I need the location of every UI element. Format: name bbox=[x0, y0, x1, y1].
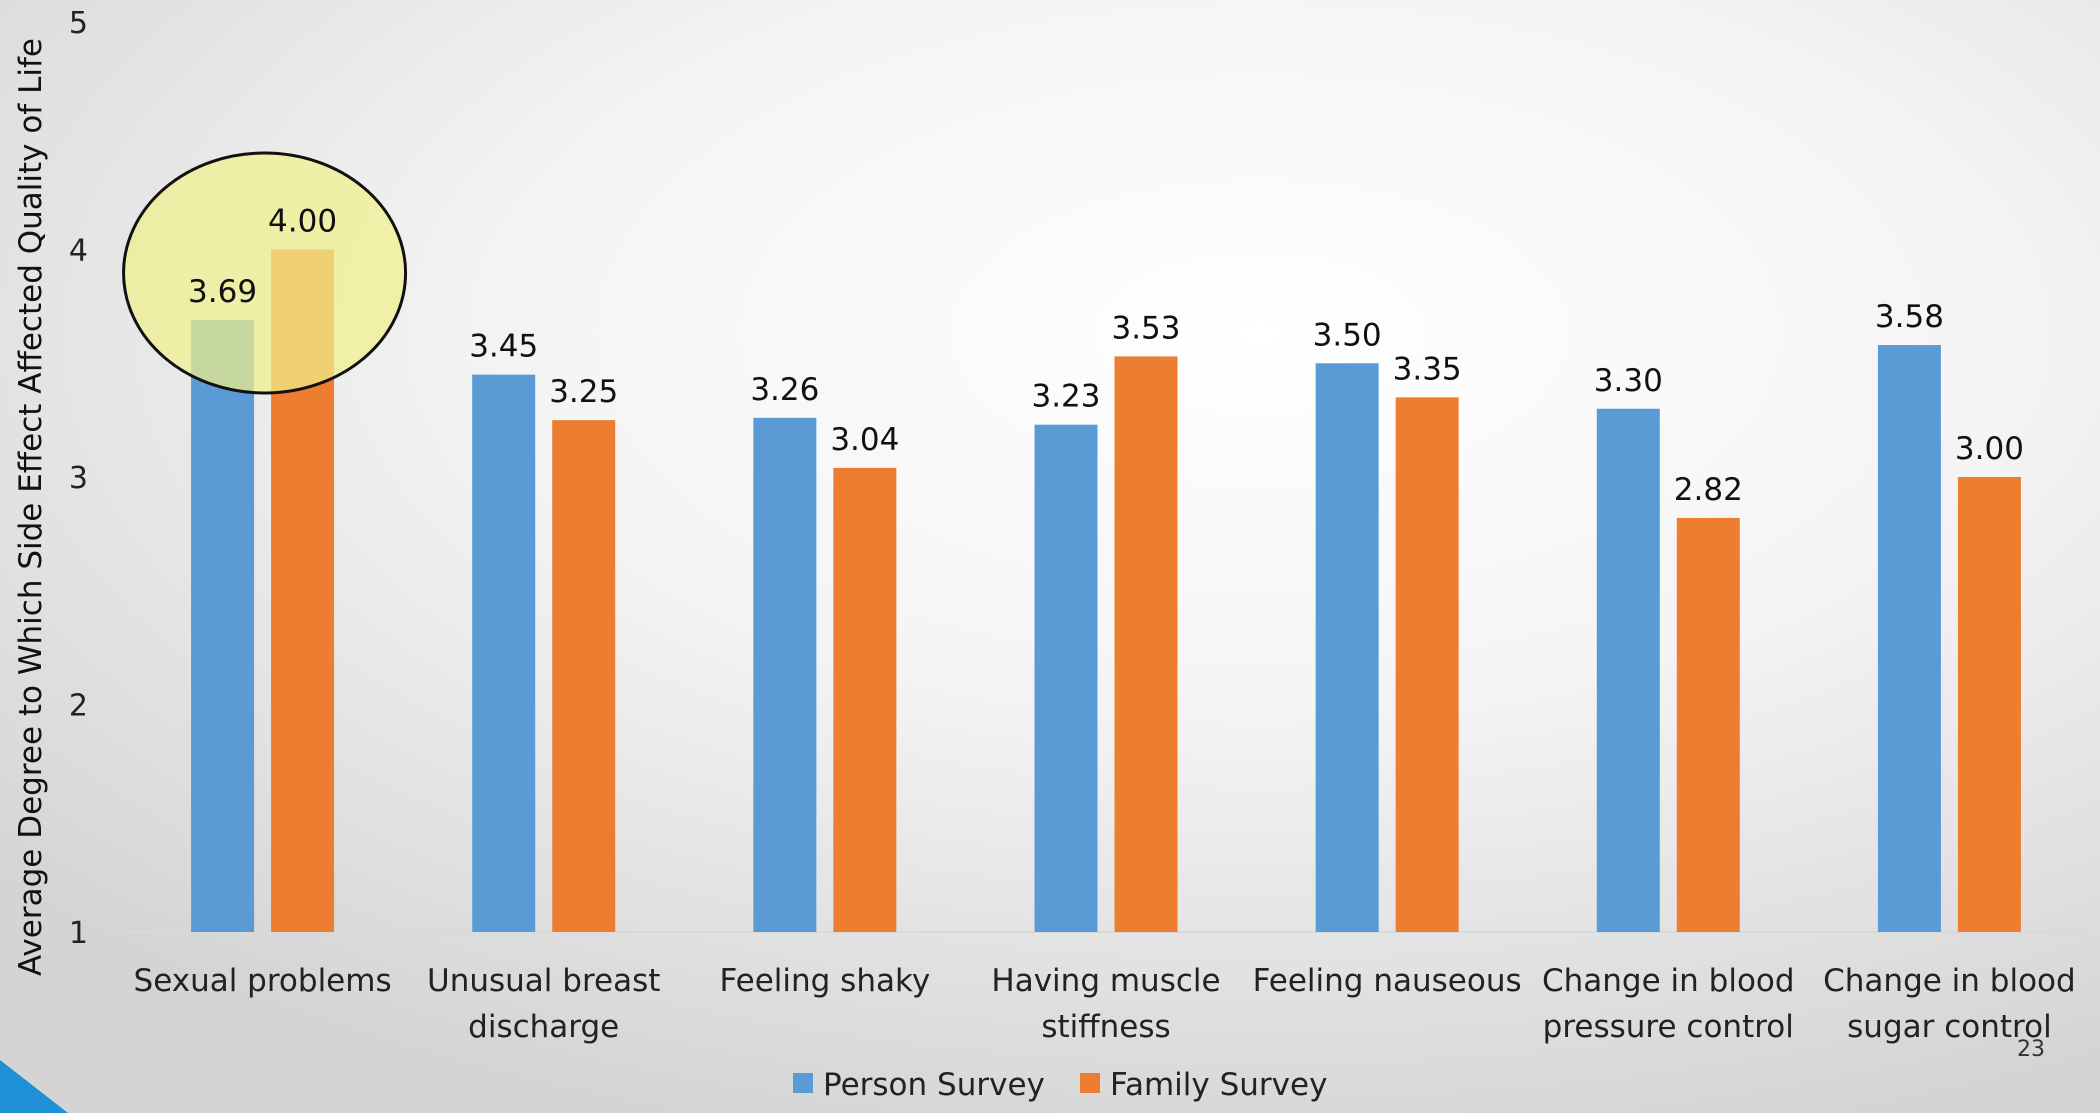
y-axis-title: Average Degree to Which Side Effect Affe… bbox=[13, 38, 49, 976]
data-label: 3.23 bbox=[1031, 379, 1100, 415]
y-tick-label: 2 bbox=[69, 689, 88, 724]
legend-label: Person Survey bbox=[823, 1067, 1045, 1103]
y-tick-label: 1 bbox=[69, 916, 88, 951]
bar-family-survey bbox=[833, 467, 897, 932]
slide-number: 23 bbox=[2017, 1037, 2045, 1062]
category-label: Change in blood bbox=[1542, 963, 1795, 999]
data-label: 3.58 bbox=[1875, 299, 1944, 335]
category-label: pressure control bbox=[1543, 1009, 1794, 1045]
data-label: 3.50 bbox=[1313, 317, 1382, 353]
data-label: 2.82 bbox=[1674, 472, 1743, 508]
category-label: Sexual problems bbox=[134, 963, 392, 999]
y-axis-ticks: 1 2 3 4 5 bbox=[69, 6, 88, 951]
category-label: stiffness bbox=[1041, 1009, 1170, 1045]
category-label: discharge bbox=[468, 1009, 619, 1045]
bar-family-survey bbox=[1114, 356, 1178, 932]
category-label: Change in blood bbox=[1823, 963, 2076, 999]
data-label: 3.00 bbox=[1955, 431, 2024, 467]
data-label: 3.69 bbox=[188, 274, 257, 310]
bar-family-survey bbox=[1676, 517, 1740, 932]
y-tick-label: 4 bbox=[69, 234, 88, 269]
data-label: 3.04 bbox=[830, 422, 899, 458]
data-label: 3.45 bbox=[469, 329, 538, 365]
legend-swatch bbox=[793, 1073, 813, 1093]
data-labels: 3.69 4.00 3.45 3.25 3.26 3.04 3.23 3.53 3.50 3.35… bbox=[188, 204, 2024, 508]
legend-swatch bbox=[1080, 1073, 1100, 1093]
legend: Person Survey Family Survey bbox=[793, 1067, 1327, 1103]
category-label: Having muscle bbox=[991, 963, 1220, 999]
category-label: Feeling nauseous bbox=[1253, 963, 1522, 999]
bar-person-survey bbox=[472, 374, 536, 932]
bars bbox=[191, 249, 2021, 933]
category-label: sugar control bbox=[1847, 1009, 2052, 1045]
category-labels: Sexual problems Unusual breast discharge Fe… bbox=[134, 963, 2076, 1045]
data-label: 3.30 bbox=[1594, 363, 1663, 399]
y-tick-label: 5 bbox=[69, 6, 88, 41]
data-label: 3.26 bbox=[750, 372, 819, 408]
bar-person-survey bbox=[1034, 424, 1098, 932]
category-label: Unusual breast bbox=[427, 963, 660, 999]
bar-person-survey bbox=[191, 320, 255, 932]
data-label: 3.25 bbox=[549, 374, 618, 410]
corner-accent-shape bbox=[0, 1060, 68, 1113]
highlight-ellipse bbox=[122, 151, 408, 395]
data-label: 3.53 bbox=[1111, 310, 1180, 346]
bar-family-survey bbox=[1395, 397, 1459, 932]
y-tick-label: 3 bbox=[69, 461, 88, 496]
data-label: 4.00 bbox=[268, 204, 337, 240]
category-label: Feeling shaky bbox=[720, 963, 931, 999]
bar-person-survey bbox=[753, 417, 817, 933]
bar-family-survey bbox=[552, 420, 616, 932]
bar-person-survey bbox=[1596, 408, 1660, 932]
data-label: 3.35 bbox=[1393, 351, 1462, 387]
bar-family-survey bbox=[1957, 477, 2021, 932]
legend-label: Family Survey bbox=[1110, 1067, 1327, 1103]
bar-person-survey bbox=[1877, 345, 1941, 932]
bar-person-survey bbox=[1315, 363, 1379, 932]
highlight-circle bbox=[122, 151, 408, 395]
